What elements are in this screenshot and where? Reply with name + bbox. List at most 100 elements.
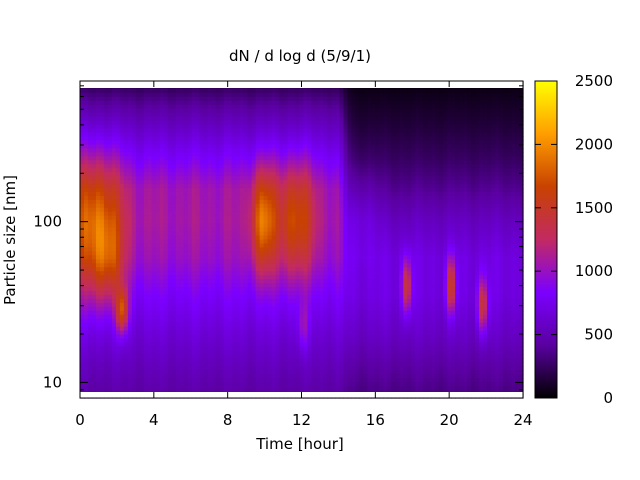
- heatmap-cell: [307, 227, 313, 233]
- heatmap-cell: [87, 318, 93, 324]
- heatmap-cell: [267, 267, 273, 272]
- heatmap-cell: [263, 346, 269, 352]
- heatmap-cell: [123, 144, 129, 149]
- heatmap-cell: [243, 164, 249, 169]
- heatmap-cell: [175, 215, 181, 221]
- heatmap-cell: [119, 259, 125, 264]
- heatmap-cell: [139, 306, 145, 312]
- heatmap-cell: [223, 124, 229, 130]
- heatmap-cell: [243, 330, 249, 336]
- heatmap-cell: [159, 298, 165, 304]
- heatmap-cell: [275, 247, 281, 252]
- heatmap-cell: [163, 326, 169, 332]
- heatmap-cell: [315, 263, 321, 268]
- heatmap-cell: [235, 322, 241, 328]
- heatmap-cell: [87, 326, 93, 332]
- heatmap-cell: [259, 124, 265, 130]
- heatmap-cell: [167, 283, 173, 288]
- heatmap-cell: [255, 160, 261, 165]
- heatmap-cell: [159, 239, 165, 245]
- heatmap-cell: [195, 358, 201, 363]
- heatmap-cell: [155, 362, 161, 367]
- heatmap-cell: [159, 318, 165, 324]
- heatmap-cell: [271, 140, 277, 145]
- heatmap-cell: [267, 199, 273, 205]
- heatmap-cell: [167, 100, 173, 106]
- heatmap-cell: [151, 350, 157, 356]
- heatmap-cell: [175, 184, 181, 189]
- heatmap-cell: [275, 283, 281, 288]
- heatmap-cell: [275, 164, 281, 169]
- heatmap-cell: [259, 128, 265, 134]
- heatmap-cell: [319, 116, 325, 122]
- heatmap-cell: [151, 255, 157, 260]
- heatmap-cell: [155, 124, 161, 130]
- heatmap-cell: [175, 271, 181, 276]
- heatmap-cell: [299, 88, 305, 94]
- heatmap-cell: [219, 378, 225, 383]
- heatmap-cell: [111, 219, 117, 225]
- heatmap-cell: [83, 168, 89, 173]
- heatmap-cell: [91, 287, 97, 292]
- heatmap-cell: [315, 223, 321, 229]
- heatmap-cell: [103, 370, 109, 375]
- heatmap-cell: [299, 128, 305, 134]
- heatmap-cell: [199, 100, 205, 106]
- heatmap-cell: [255, 152, 261, 157]
- heatmap-cell: [267, 378, 273, 383]
- heatmap-cell: [187, 358, 193, 363]
- heatmap-cell: [175, 112, 181, 118]
- heatmap-cell: [243, 187, 249, 193]
- heatmap-cell: [259, 243, 265, 249]
- heatmap-cell: [167, 247, 173, 252]
- heatmap-cell: [271, 374, 277, 379]
- heatmap-cell: [159, 227, 165, 233]
- heatmap-cell: [319, 358, 325, 363]
- heatmap-cell: [195, 172, 201, 177]
- heatmap-cell: [187, 275, 193, 280]
- heatmap-cell: [231, 211, 237, 217]
- heatmap-cell: [91, 215, 97, 221]
- heatmap-cell: [291, 136, 297, 142]
- heatmap-cell: [143, 180, 149, 185]
- heatmap-cell: [251, 88, 257, 94]
- heatmap-cell: [275, 136, 281, 142]
- heatmap-cell: [187, 235, 193, 241]
- heatmap-cell: [183, 314, 189, 320]
- heatmap-cell: [143, 215, 149, 221]
- heatmap-cell: [159, 358, 165, 363]
- heatmap-cell: [291, 100, 297, 106]
- heatmap-cell: [215, 283, 221, 288]
- heatmap-cell: [80, 334, 85, 340]
- heatmap-cell: [315, 172, 321, 177]
- heatmap-cell: [171, 231, 177, 237]
- heatmap-cell: [155, 279, 161, 284]
- heatmap-cell: [127, 128, 133, 134]
- heatmap-cell: [291, 310, 297, 316]
- heatmap-cell: [319, 271, 325, 276]
- heatmap-cell: [179, 271, 185, 276]
- heatmap-cell: [239, 366, 245, 371]
- heatmap-cell: [263, 358, 269, 363]
- heatmap-cell: [299, 283, 305, 288]
- heatmap-cell: [111, 354, 117, 359]
- heatmap-cell: [131, 148, 137, 153]
- heatmap-cell: [175, 358, 181, 363]
- heatmap-cell: [311, 291, 317, 296]
- heatmap-cell: [115, 326, 121, 332]
- heatmap-cell: [119, 124, 125, 130]
- heatmap-cell: [271, 184, 277, 189]
- heatmap-cell: [199, 346, 205, 352]
- heatmap-cell: [211, 374, 217, 379]
- heatmap-cell: [159, 386, 165, 391]
- heatmap-cell: [123, 247, 129, 252]
- heatmap-cell: [151, 251, 157, 256]
- heatmap-cell: [227, 374, 233, 379]
- heatmap-cell: [207, 342, 213, 348]
- heatmap-cell: [99, 251, 105, 256]
- heatmap-cell: [323, 120, 329, 126]
- heatmap-cell: [111, 342, 117, 348]
- heatmap-cell: [283, 176, 289, 181]
- heatmap-cell: [115, 92, 121, 98]
